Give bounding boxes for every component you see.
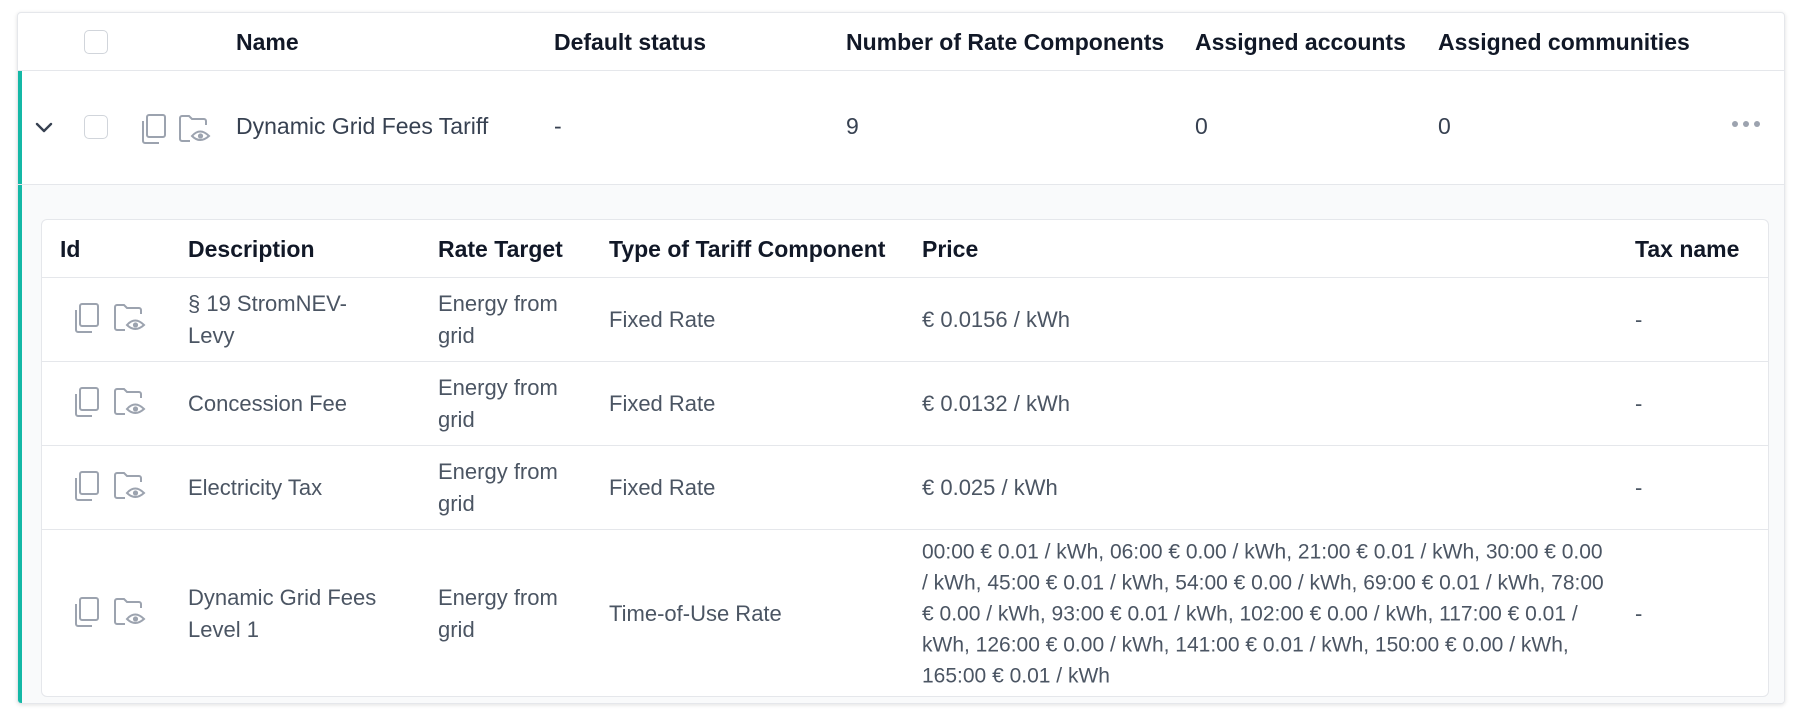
row-default-status: -: [554, 113, 562, 139]
rate-components-header: Id Description Rate Target Type of Tarif…: [42, 220, 1768, 278]
select-all-checkbox[interactable]: [84, 30, 108, 54]
expanded-row-indicator: [18, 71, 22, 703]
component-rate-target: Energy from grid: [438, 585, 558, 642]
header-id[interactable]: Id: [60, 236, 81, 262]
component-tax-name: -: [1635, 474, 1643, 500]
header-description[interactable]: Description: [188, 236, 315, 262]
more-horizontal-icon[interactable]: [1731, 119, 1761, 129]
header-rate-components[interactable]: Number of Rate Components: [846, 29, 1165, 55]
component-price: € 0.0156 / kWh: [922, 306, 1070, 332]
tariff-table-card: Name Default status Number of Rate Compo…: [17, 12, 1785, 704]
folder-eye-icon[interactable]: [178, 113, 212, 145]
header-tax-name[interactable]: Tax name: [1635, 236, 1740, 262]
row-checkbox[interactable]: [84, 115, 108, 139]
component-description: Concession Fee: [188, 390, 347, 416]
table-row[interactable]: Concession Fee Energy from grid Fixed Ra…: [42, 362, 1768, 446]
component-rate-target: Energy from grid: [438, 290, 558, 348]
copy-icon[interactable]: [71, 470, 101, 502]
component-rate-target: Energy from grid: [438, 374, 558, 432]
component-type: Time-of-Use Rate: [609, 601, 782, 626]
component-description: Electricity Tax: [188, 474, 323, 500]
folder-eye-icon[interactable]: [113, 302, 147, 334]
copy-icon[interactable]: [71, 302, 101, 334]
copy-icon[interactable]: [138, 113, 168, 145]
header-default-status[interactable]: Default status: [554, 29, 707, 55]
header-assigned-communities[interactable]: Assigned communities: [1438, 29, 1690, 55]
component-rate-target: Energy from grid: [438, 458, 558, 516]
row-assigned-accounts: 0: [1195, 113, 1208, 139]
copy-icon[interactable]: [71, 386, 101, 418]
header-rate-target[interactable]: Rate Target: [438, 236, 563, 262]
row-rate-components: 9: [846, 113, 859, 139]
component-type: Fixed Rate: [609, 474, 716, 500]
folder-eye-icon[interactable]: [113, 470, 147, 502]
folder-eye-icon[interactable]: [113, 596, 147, 628]
table-row[interactable]: Electricity Tax Energy from grid Fixed R…: [42, 446, 1768, 530]
header-name[interactable]: Name: [236, 29, 299, 55]
table-header: Name Default status Number of Rate Compo…: [18, 13, 1784, 71]
folder-eye-icon[interactable]: [113, 386, 147, 418]
header-type[interactable]: Type of Tariff Component: [609, 236, 886, 262]
table-row[interactable]: § 19 StromNEV-Levy Energy from grid Fixe…: [42, 278, 1768, 362]
table-row[interactable]: Dynamic Grid Fees Level 1 Energy from gr…: [42, 530, 1768, 696]
table-row[interactable]: Dynamic Grid Fees Tariff - 9 0 0: [18, 71, 1784, 185]
expanded-row-panel: Id Description Rate Target Type of Tarif…: [22, 185, 1784, 703]
row-name[interactable]: Dynamic Grid Fees Tariff: [236, 113, 489, 139]
header-assigned-accounts[interactable]: Assigned accounts: [1195, 29, 1406, 55]
component-price: € 0.0132 / kWh: [922, 390, 1070, 416]
component-price: € 0.025 / kWh: [922, 474, 1058, 500]
component-tax-name: -: [1635, 601, 1643, 626]
component-description: Dynamic Grid Fees Level 1: [188, 585, 377, 642]
rate-components-table: Id Description Rate Target Type of Tarif…: [41, 219, 1769, 697]
component-description: § 19 StromNEV-Levy: [188, 290, 347, 348]
component-tax-name: -: [1635, 306, 1643, 332]
component-price: 00:00 € 0.01 / kWh, 06:00 € 0.00 / kWh, …: [922, 540, 1604, 688]
component-type: Fixed Rate: [609, 306, 716, 332]
copy-icon[interactable]: [71, 596, 101, 628]
component-type: Fixed Rate: [609, 390, 716, 416]
chevron-down-icon[interactable]: [33, 116, 55, 138]
row-assigned-communities: 0: [1438, 113, 1451, 139]
header-price[interactable]: Price: [922, 236, 979, 262]
component-tax-name: -: [1635, 390, 1643, 416]
